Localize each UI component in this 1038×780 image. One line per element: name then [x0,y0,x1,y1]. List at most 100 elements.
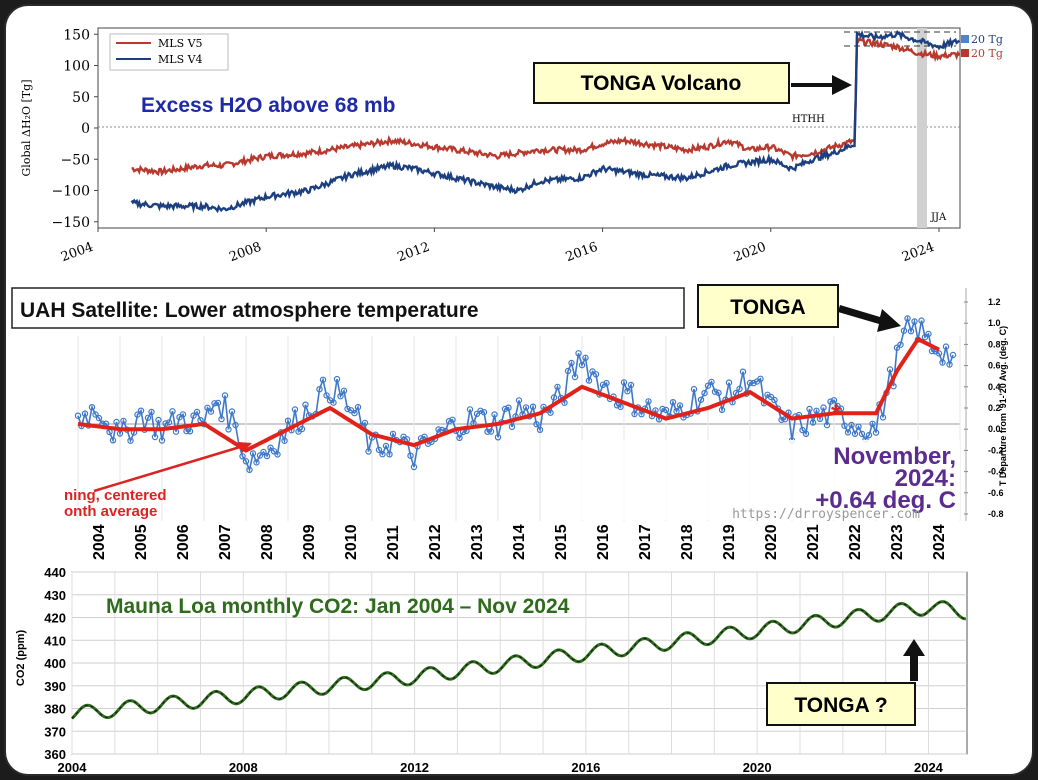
co2-x-tick-label: 2012 [400,760,429,774]
uah-monthly-point [183,427,190,435]
uah-monthly-point [949,351,957,359]
uah-monthly-point [613,402,621,409]
uah-monthly-point [746,379,754,387]
h2o-y-tick-label: −50 [60,152,90,168]
uah-monthly-point [155,416,162,424]
uah-monthly-point [806,405,813,413]
uah-monthly-point [193,408,201,416]
uah-chart-title: UAH Satellite: Lower atmosphere temperat… [20,299,479,322]
uah-monthly-point [214,399,222,407]
uah-monthly-point [407,452,414,459]
uah-year-label: 2023 [889,524,906,560]
h2o-y-tick-label: 150 [63,27,90,43]
uah-y-tick-label: -0.4 [988,467,1004,477]
tonga-callout [697,284,839,328]
v4-20tg-label: 20 Tg [971,33,1003,46]
uah-monthly-point [109,437,117,444]
uah-monthly-point [256,452,264,459]
co2-y-tick-label: 400 [44,656,66,671]
uah-year-label: 2010 [343,524,360,560]
uah-year-label: 2011 [385,525,402,560]
uah-y-axis-label: T Departure from '91-'20 Avg. (deg. C) [998,326,1008,486]
uah-monthly-point [204,404,211,411]
date-panel-bg [574,440,960,520]
uah-monthly-point [900,327,908,334]
uah-monthly-point [92,411,99,418]
uah-monthly-point [869,420,876,427]
uah-monthly-point [284,417,292,424]
uah-monthly-point [939,359,946,366]
uah-monthly-point [708,378,715,386]
uah-monthly-point [445,418,453,425]
uah-monthly-point [218,415,225,423]
uah-monthly-point [232,421,239,429]
uah-monthly-point [568,359,575,367]
uah-monthly-point [554,383,561,391]
uah-year-label: 2006 [175,524,192,560]
h2o-x-tick-label: 2012 [396,240,432,265]
uah-y-tick-label: 0.0 [988,424,1001,434]
running-mean-label-1: ning, centered [64,487,167,504]
uah-monthly-point [529,403,537,410]
uah-monthly-point [823,421,831,429]
tonga-question-callout [766,682,916,726]
h2o-plot-area [97,27,961,229]
tonga-callout-label: TONGA [730,296,805,319]
uah-monthly-point [221,392,229,399]
running-mean-pointer [93,442,251,493]
uah-monthly-point [323,392,330,399]
uah-year-label: 2024 [931,524,948,560]
uah-monthly-point [820,404,827,411]
uah-monthly-point [81,410,89,417]
uah-monthly-point [946,361,953,368]
uah-monthly-point [291,406,299,413]
uah-monthly-point [274,451,281,458]
uah-monthly-point [484,428,491,435]
running-mean-label-2: onth average [64,503,157,520]
uah-monthly-point [673,408,680,415]
v4-20tg-swatch [961,35,969,43]
uah-monthly-point [925,330,932,338]
co2-panel: 440 430 420 410 400 390 380 370 360 2004 2008 2012… [15,565,968,774]
co2-y-tick-label: 390 [44,679,66,694]
uah-monthly-point [704,382,712,389]
h2o-x-tick-label: 2020 [732,240,768,265]
uah-monthly-point [158,437,166,444]
uah-monthly-point [578,361,586,369]
uah-monthly-point [631,410,638,418]
uah-monthly-point [575,350,582,357]
uah-monthly-point [928,347,936,355]
uah-monthly-point [662,406,670,414]
uah-monthly-point [494,434,502,441]
uah-monthly-point [701,389,708,397]
uah-monthly-point [603,379,610,387]
uah-year-label: 2017 [637,524,654,560]
h2o-x-tick-label: 2024 [900,240,936,265]
uah-monthly-point [620,379,628,386]
uah-monthly-point [253,459,260,466]
h2o-y-tick-label: 100 [63,59,90,75]
uah-monthly-point [477,407,484,414]
uah-monthly-point [211,400,218,407]
uah-monthly-point [844,429,852,436]
co2-x-tick-label: 2024 [914,760,944,774]
uah-monthly-point [302,401,309,408]
uah-monthly-point [386,451,393,458]
uah-monthly-point [263,452,271,460]
jja-label: JJA [930,212,947,223]
uah-monthly-point [190,412,197,419]
uah-monthly-point [169,408,176,415]
uah-monthly-point [911,318,918,325]
uah-monthly-point [113,418,120,426]
uah-y-tick-label: -0.8 [988,509,1004,519]
uah-monthly-point [137,407,145,414]
uah-monthly-point [165,419,173,426]
uah-monthly-point [739,368,747,375]
uah-monthly-point [799,426,806,434]
uah-monthly-point [249,450,257,457]
uah-monthly-point [267,444,274,451]
uah-monthly-point [270,448,278,455]
uah-monthly-point [333,375,341,383]
co2-x-tick-label: 2020 [743,760,772,774]
uah-panel: * 1.21.00.80.60.40.20.0-0.2-0.4-0.6-0.8 … [11,284,1008,560]
